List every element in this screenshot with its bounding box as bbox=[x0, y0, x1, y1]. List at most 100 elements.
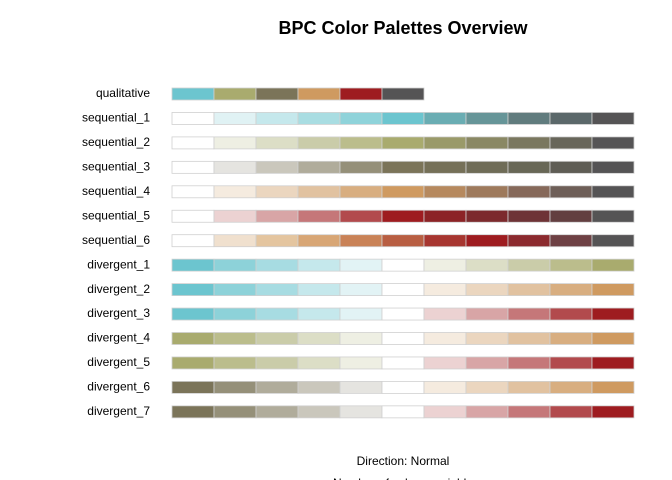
color-swatch bbox=[381, 136, 425, 150]
color-swatch bbox=[465, 209, 509, 223]
color-swatch bbox=[339, 234, 383, 248]
palette-name: sequential_6 bbox=[82, 233, 150, 247]
color-swatch bbox=[297, 405, 341, 419]
color-swatch bbox=[297, 209, 341, 223]
color-swatch bbox=[171, 380, 215, 394]
color-swatch bbox=[549, 185, 593, 199]
color-swatch bbox=[591, 112, 635, 125]
color-swatch bbox=[213, 356, 257, 370]
color-swatch bbox=[507, 380, 551, 394]
color-swatch bbox=[381, 87, 425, 101]
palette-name: divergent_4 bbox=[87, 331, 150, 345]
color-swatch bbox=[297, 234, 341, 248]
color-swatch bbox=[297, 160, 341, 174]
palette-name: sequential_4 bbox=[82, 184, 150, 198]
color-swatch bbox=[213, 234, 257, 248]
color-swatch bbox=[591, 332, 635, 345]
color-swatch bbox=[549, 112, 593, 125]
color-swatch bbox=[339, 136, 383, 150]
color-swatch bbox=[171, 87, 215, 101]
color-swatch bbox=[255, 160, 299, 174]
color-swatch bbox=[297, 136, 341, 150]
color-swatch bbox=[213, 209, 257, 223]
color-swatch bbox=[591, 160, 635, 174]
color-swatch bbox=[423, 136, 467, 150]
color-swatch bbox=[549, 283, 593, 297]
color-swatch bbox=[465, 258, 509, 272]
color-swatch bbox=[549, 332, 593, 345]
color-swatch bbox=[465, 307, 509, 321]
color-swatch bbox=[465, 185, 509, 199]
footer-note: Number of colors: variable bbox=[333, 476, 473, 480]
color-swatch bbox=[171, 112, 215, 125]
color-swatch bbox=[465, 380, 509, 394]
color-swatch bbox=[297, 380, 341, 394]
color-swatch bbox=[297, 258, 341, 272]
color-swatch bbox=[549, 307, 593, 321]
chart-title: BPC Color Palettes Overview bbox=[278, 18, 528, 38]
color-swatch bbox=[507, 209, 551, 223]
palette-name: divergent_5 bbox=[87, 355, 150, 369]
color-swatch bbox=[255, 356, 299, 370]
palette-name: sequential_1 bbox=[82, 111, 150, 125]
palette-name: sequential_2 bbox=[82, 135, 150, 149]
color-swatch bbox=[507, 405, 551, 419]
color-swatch bbox=[423, 380, 467, 394]
color-swatch bbox=[255, 380, 299, 394]
color-swatch bbox=[465, 112, 509, 125]
footer-note: Direction: Normal bbox=[357, 454, 450, 468]
color-swatch bbox=[171, 209, 215, 223]
color-swatch bbox=[507, 185, 551, 199]
color-swatch bbox=[381, 209, 425, 223]
palette-name: divergent_2 bbox=[87, 282, 150, 296]
color-swatch bbox=[423, 258, 467, 272]
color-swatch bbox=[591, 356, 635, 370]
color-swatch bbox=[213, 405, 257, 419]
color-swatch bbox=[507, 136, 551, 150]
color-swatch bbox=[549, 160, 593, 174]
color-swatch bbox=[171, 136, 215, 150]
color-swatch bbox=[213, 160, 257, 174]
color-swatch bbox=[423, 332, 467, 345]
color-swatch bbox=[297, 185, 341, 199]
color-swatch bbox=[549, 234, 593, 248]
color-swatch bbox=[507, 234, 551, 248]
color-swatch bbox=[465, 283, 509, 297]
color-swatch bbox=[381, 258, 425, 272]
color-swatch bbox=[213, 307, 257, 321]
color-swatch bbox=[549, 356, 593, 370]
color-swatch bbox=[255, 112, 299, 125]
color-swatch bbox=[381, 332, 425, 345]
color-swatch bbox=[255, 307, 299, 321]
color-swatch bbox=[591, 136, 635, 150]
color-swatch bbox=[465, 234, 509, 248]
color-swatch bbox=[339, 356, 383, 370]
color-swatch bbox=[171, 283, 215, 297]
color-swatch bbox=[465, 136, 509, 150]
color-swatch bbox=[255, 209, 299, 223]
color-swatch bbox=[507, 283, 551, 297]
color-swatch bbox=[465, 356, 509, 370]
color-swatch bbox=[381, 283, 425, 297]
color-swatch bbox=[297, 112, 341, 125]
color-swatch bbox=[549, 209, 593, 223]
color-swatch bbox=[465, 160, 509, 174]
palette-name: divergent_3 bbox=[87, 306, 150, 320]
color-swatch bbox=[213, 258, 257, 272]
palette-name: divergent_7 bbox=[87, 404, 150, 418]
color-swatch bbox=[381, 380, 425, 394]
color-swatch bbox=[423, 405, 467, 419]
color-swatch bbox=[591, 405, 635, 419]
color-swatch bbox=[339, 283, 383, 297]
color-swatch bbox=[339, 112, 383, 125]
color-swatch bbox=[255, 87, 299, 101]
color-swatch bbox=[549, 380, 593, 394]
color-swatch bbox=[423, 185, 467, 199]
color-swatch bbox=[339, 209, 383, 223]
color-swatch bbox=[297, 283, 341, 297]
color-swatch bbox=[591, 307, 635, 321]
color-swatch bbox=[339, 258, 383, 272]
palette-name: sequential_5 bbox=[82, 208, 150, 222]
color-swatch bbox=[381, 234, 425, 248]
color-swatch bbox=[423, 283, 467, 297]
